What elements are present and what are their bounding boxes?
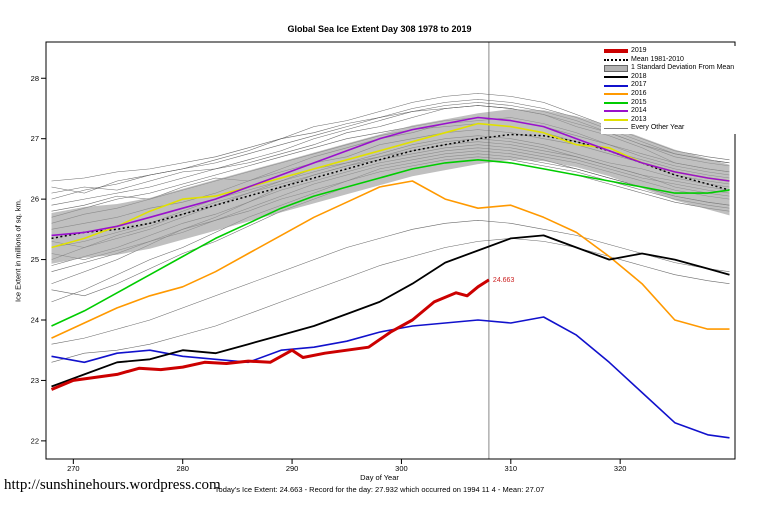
legend-swatch-icon [604,119,628,122]
legend-label: 1 Standard Deviation From Mean [631,64,735,72]
legend-label: Mean 1981-2010 [631,55,684,63]
legend-item-2018: 2018 [604,73,734,82]
footer-summary: Today's Ice Extent: 24.663 - Record for … [214,485,545,494]
legend-item-2016: 2016 [604,90,734,99]
x-tick-label: 320 [614,464,627,473]
legend-label: 2015 [631,98,647,106]
legend-item-2015: 2015 [604,99,734,108]
legend-label: 2014 [631,107,647,115]
series-line-2015 [51,159,730,327]
legend-swatch-icon [604,84,628,87]
legend-swatch-icon [604,93,628,96]
y-tick-label: 25 [31,255,39,264]
x-tick-label: 310 [505,464,518,473]
series-line-2016 [51,180,730,339]
legend-item-1-standard-deviation-from-mean: 1 Standard Deviation From Mean [604,64,734,73]
legend-swatch-icon [604,49,628,54]
y-tick-label: 24 [31,316,39,325]
legend-swatch-icon [604,64,628,72]
legend-swatch-icon [604,110,628,113]
legend-item-2013: 2013 [604,116,734,125]
legend-label: 2016 [631,89,647,97]
legend-swatch-icon [604,58,628,61]
std-deviation-band [51,109,730,264]
y-tick-label: 28 [31,74,39,83]
legend-label: 2019 [631,47,647,54]
series-line-2017 [51,316,730,439]
legend-label: 2018 [631,72,647,80]
other-year-line [51,238,730,363]
series-line-2013 [51,122,730,249]
legend-item-every-other-year: Every Other Year [604,124,734,133]
legend-item-2017: 2017 [604,81,734,90]
legend-swatch-icon [604,128,628,130]
legend-swatch-icon [604,101,628,104]
chart-title: Global Sea Ice Extent Day 308 1978 to 20… [287,24,472,34]
x-axis-label: Day of Year [360,473,399,482]
y-tick-label: 22 [31,436,39,445]
legend-item-mean-1981-2010: Mean 1981-2010 [604,56,734,65]
y-tick-label: 27 [31,134,39,143]
x-tick-label: 280 [176,464,189,473]
legend-item-2019: 2019 [604,47,734,56]
series-line-2019 [50,278,490,391]
y-tick-label: 23 [31,376,39,385]
x-tick-label: 300 [395,464,408,473]
legend-label: 2013 [631,115,647,123]
legend-label: 2017 [631,81,647,89]
series-line-2018 [51,234,730,388]
legend-item-2014: 2014 [604,107,734,116]
y-axis-label: Ice Extent in millions of sq. km. [13,199,23,302]
y-tick-label: 26 [31,195,39,204]
x-tick-label: 290 [286,464,299,473]
x-tick-label: 270 [67,464,80,473]
series-line-2014 [51,116,730,237]
current-extent-annotation: 24.663 [493,277,515,284]
legend: 2019 Mean 1981-2010 1 Standard Deviation F… [601,46,738,134]
legend-swatch-icon [604,76,628,79]
legend-label: Every Other Year [631,124,685,132]
plot-border [45,41,736,460]
footer-url-link[interactable]: http://sunshinehours.wordpress.com [4,477,221,493]
other-year-line [51,220,730,345]
